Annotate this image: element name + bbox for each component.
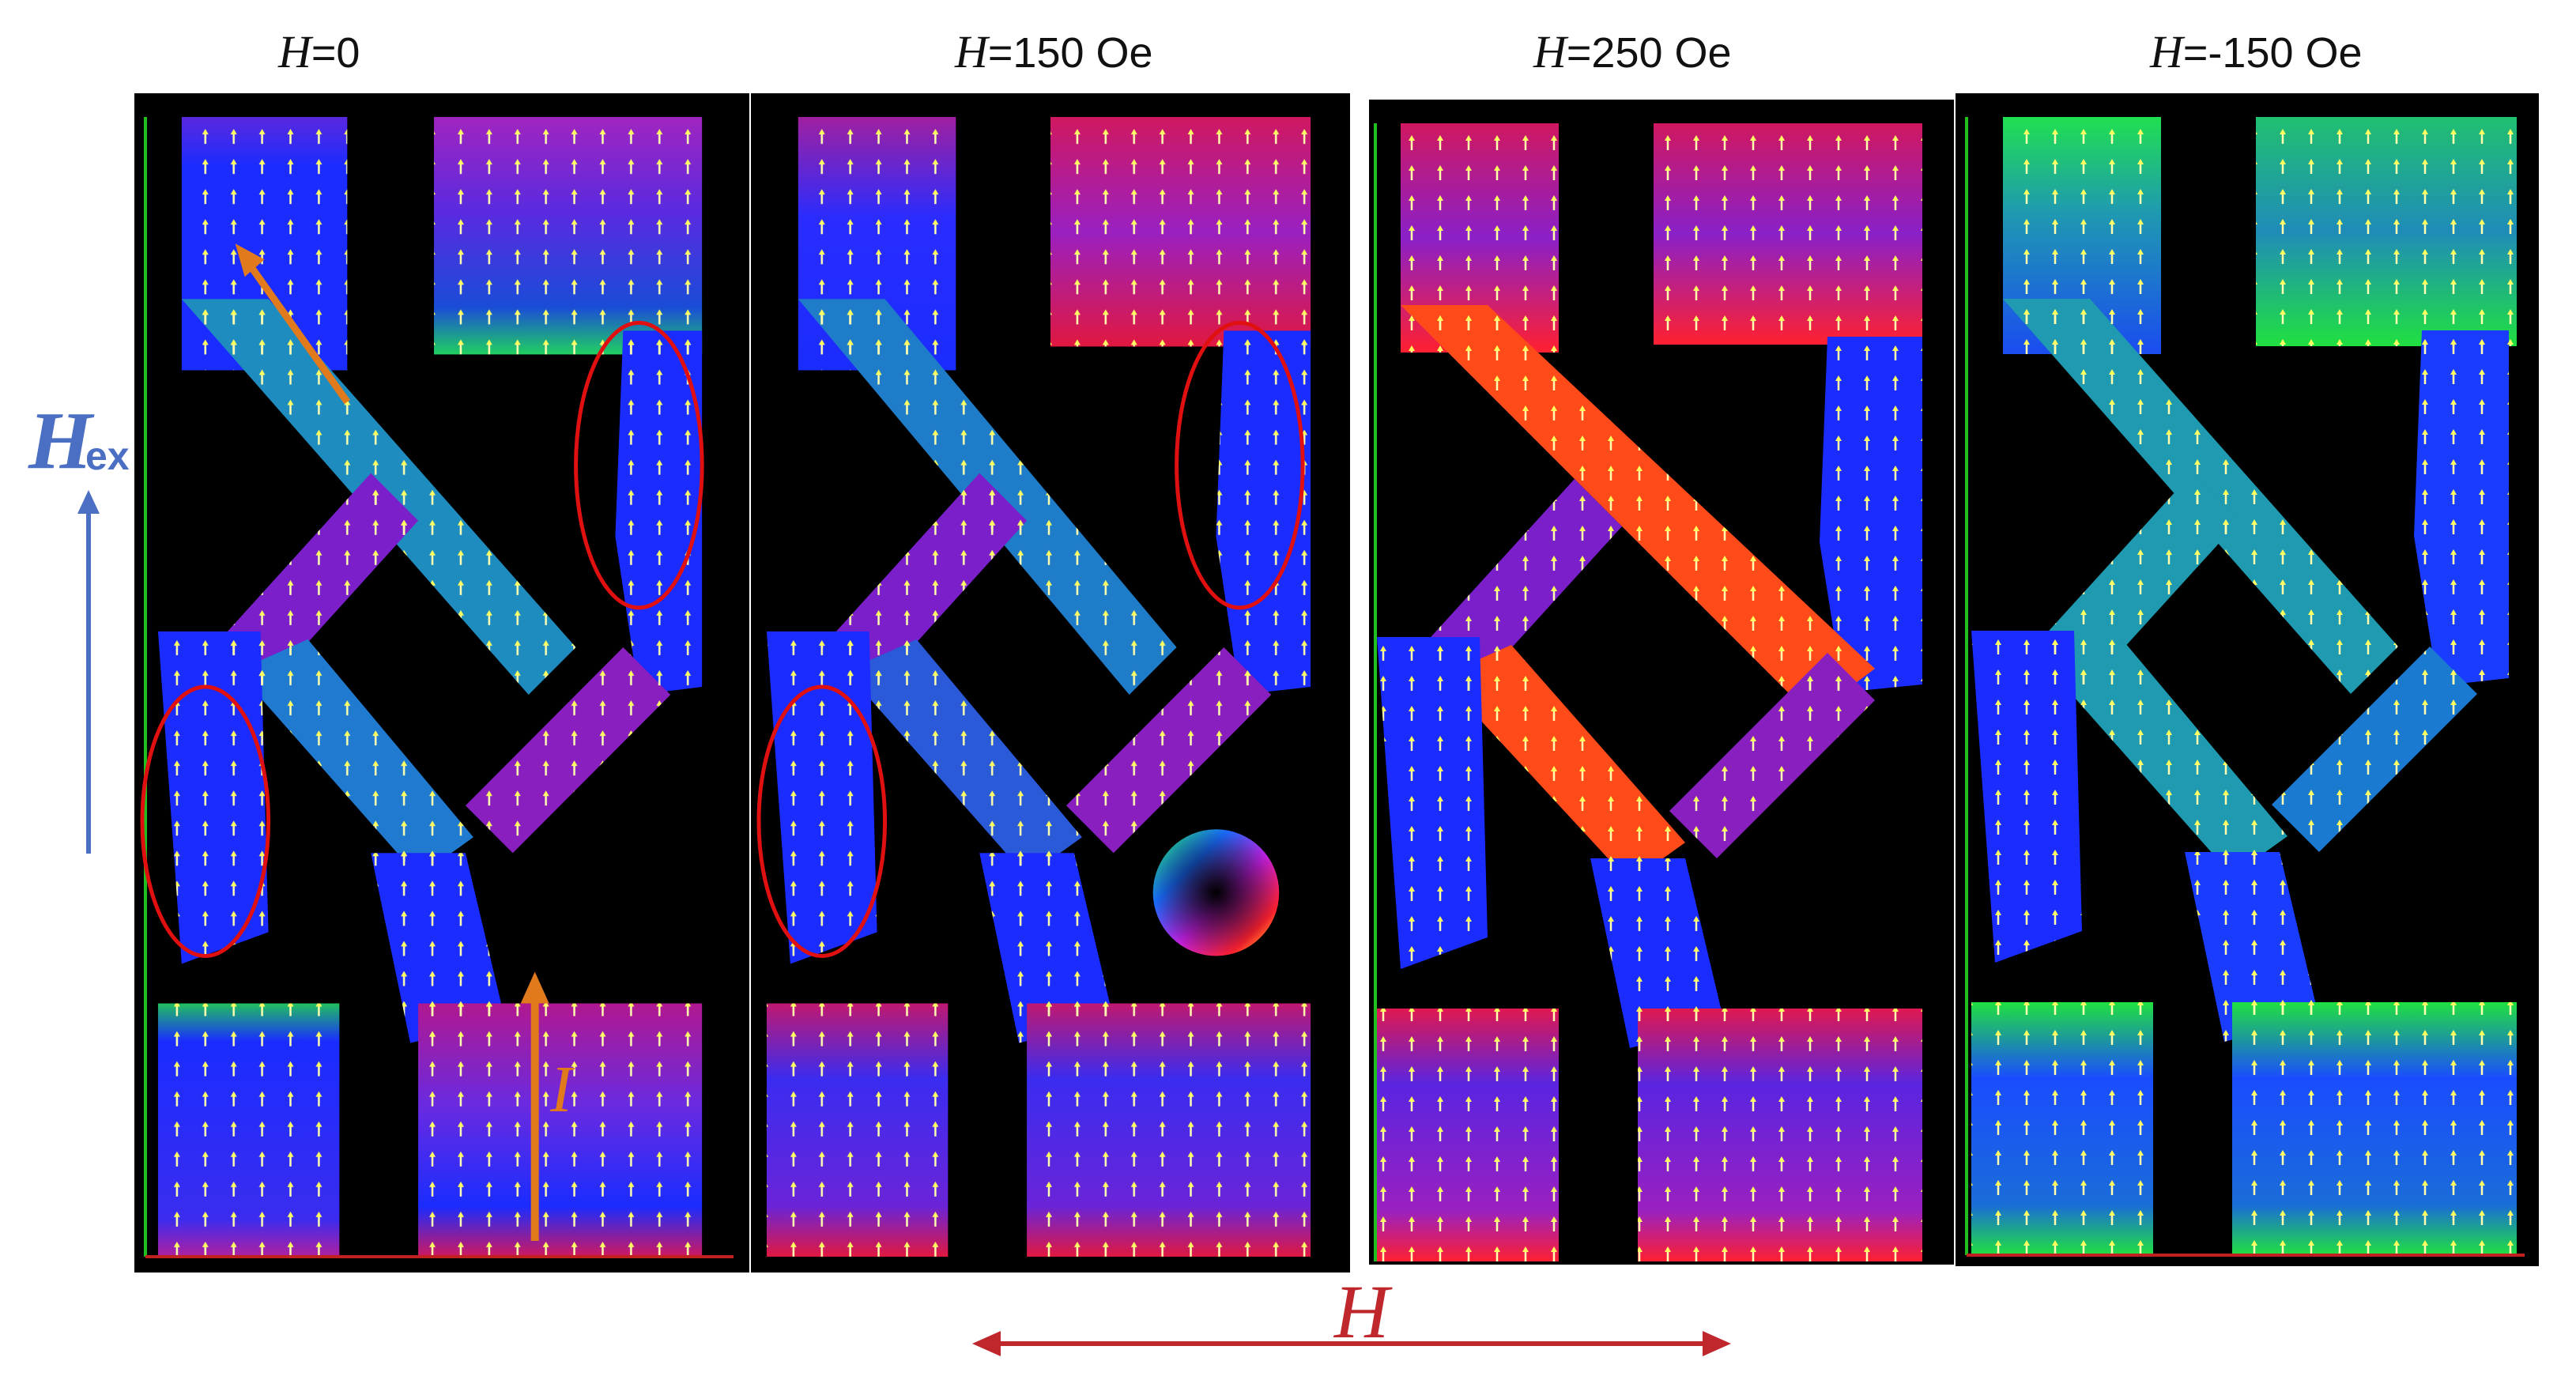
highlight-ellipse (756, 684, 888, 958)
nanostructure (157, 117, 703, 1257)
double-arrow-icon (972, 1331, 1731, 1356)
magnetization-map-1 (140, 117, 734, 1258)
panel-title-symbol: H (278, 26, 311, 77)
hex-label: H (28, 395, 92, 486)
exchange-direction-arrow (235, 243, 350, 405)
panel-title-2: H=150 Oe (955, 25, 1153, 89)
panel-title-1: H=0 (278, 25, 360, 89)
panel-title-3: H=250 Oe (1533, 25, 1732, 89)
panel-title-4: H=-150 Oe (2150, 25, 2363, 89)
nanostructure (766, 117, 1311, 1257)
panel-h250 (1369, 100, 1954, 1265)
panel-title-value: =-150 Oe (2182, 29, 2363, 77)
magnetization-map-2 (756, 117, 1311, 1257)
highlight-ellipse (574, 320, 704, 610)
field-axis-label: H (1334, 1269, 1390, 1354)
panel-h0 (134, 93, 749, 1273)
current-label: I (550, 1053, 572, 1126)
highlight-ellipse (140, 684, 271, 958)
highlight-ellipse (1175, 320, 1305, 610)
color-wheel-icon (1152, 829, 1280, 956)
panel-title-symbol: H (1533, 26, 1567, 77)
panel-title-value: =0 (311, 29, 360, 77)
panel-title-value: =150 Oe (987, 29, 1153, 77)
panel-h150 (751, 93, 1350, 1273)
magnetization-map-4 (1965, 117, 2525, 1257)
panel-title-symbol: H (955, 26, 988, 77)
nanostructure (1971, 117, 2517, 1255)
current-arrow (520, 971, 549, 1241)
arrow-up-icon (77, 490, 100, 854)
panel-title-value: =250 Oe (1566, 29, 1732, 77)
magnetization-map-3 (1374, 123, 1922, 1261)
nanostructure (1377, 123, 1922, 1261)
panel-hneg150 (1956, 93, 2539, 1266)
panel-title-symbol: H (2150, 26, 2183, 77)
hex-subscript: ex (85, 434, 130, 478)
